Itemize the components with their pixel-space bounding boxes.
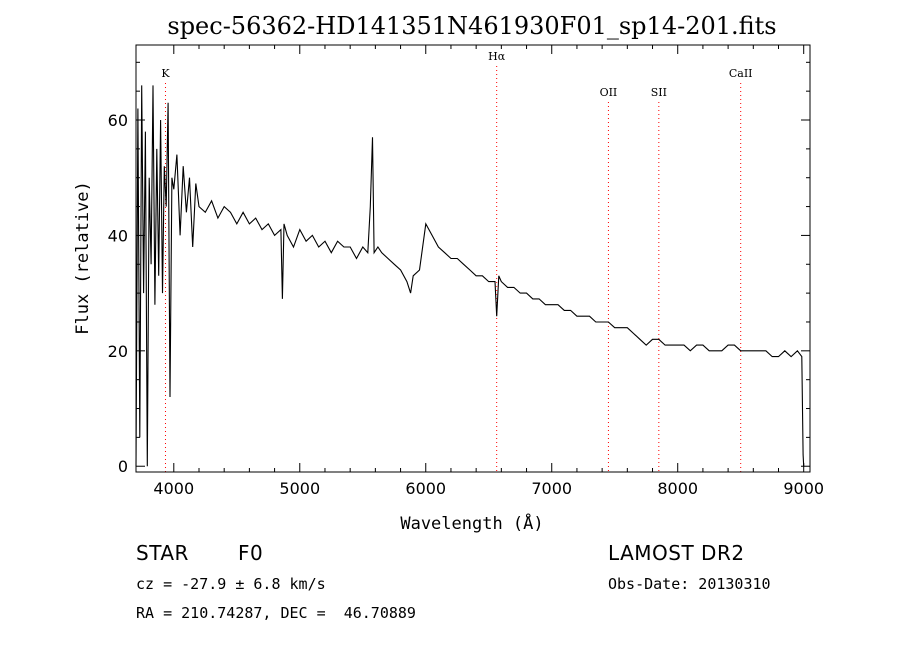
spectral-line-label: CaII — [729, 67, 753, 80]
x-tick-label: 5000 — [279, 479, 320, 498]
x-tick-label: 8000 — [657, 479, 698, 498]
spectral-line-label: Hα — [488, 50, 506, 63]
chart-title: spec-56362-HD141351N461930F01_sp14-201.f… — [167, 12, 776, 40]
y-tick-label: 0 — [118, 457, 128, 476]
y-tick-label: 20 — [108, 342, 128, 361]
spectrum-series-line — [135, 85, 805, 467]
x-tick-label: 9000 — [783, 479, 824, 498]
coordinates: RA = 210.74287, DEC = 46.70889 — [136, 604, 416, 622]
spectral-line-label: OII — [600, 86, 618, 99]
x-axis-label: Wavelength (Å) — [400, 512, 543, 534]
plot-frame — [135, 44, 811, 473]
y-axis-label: Flux (relative) — [73, 181, 93, 335]
object-subclass: F0 — [238, 541, 264, 565]
x-tick-label: 6000 — [405, 479, 446, 498]
x-tick-label: 7000 — [531, 479, 572, 498]
y-tick-label: 40 — [108, 226, 128, 245]
spectral-line-label: K — [161, 67, 170, 80]
y-tick-label: 60 — [108, 111, 128, 130]
spectral-line-label: SII — [651, 86, 667, 99]
object-class: STAR — [136, 541, 189, 565]
observation-date: Obs-Date: 20130310 — [608, 575, 771, 593]
x-tick-label: 4000 — [153, 479, 194, 498]
survey-name: LAMOST DR2 — [608, 541, 745, 565]
redshift-cz: cz = -27.9 ± 6.8 km/s — [136, 575, 326, 593]
spectrum-chart: spec-56362-HD141351N461930F01_sp14-201.f… — [73, 12, 824, 534]
